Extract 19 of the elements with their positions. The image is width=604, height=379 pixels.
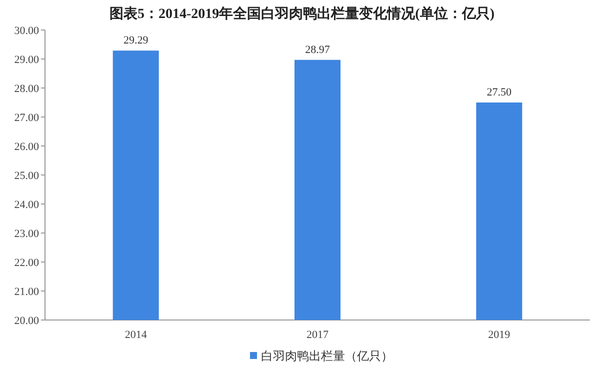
x-tick-label: 2017 [306,329,329,341]
y-tick-label: 20.00 [14,315,40,327]
y-tick-label: 22.00 [14,257,40,269]
y-tick-label: 27.00 [14,112,40,124]
y-tick-label: 24.00 [14,199,40,211]
chart-title: 图表5：2014-2019年全国白羽肉鸭出栏量变化情况(单位：亿只) [110,5,495,22]
x-tick-label: 2019 [488,329,511,341]
y-tick-label: 26.00 [14,141,40,153]
data-label: 28.97 [305,44,330,56]
y-tick-label: 28.00 [14,83,40,95]
data-label: 27.50 [486,86,512,98]
data-label: 29.29 [123,34,149,47]
x-tick-label: 2014 [124,329,148,341]
legend-label: 白羽肉鸭出栏量（亿只） [261,349,393,363]
y-tick-label: 25.00 [14,170,40,182]
y-tick-label: 29.00 [14,54,40,66]
y-tick-label: 30.00 [14,25,40,37]
y-tick-label: 21.00 [14,286,40,298]
y-tick-label: 23.00 [14,228,40,240]
